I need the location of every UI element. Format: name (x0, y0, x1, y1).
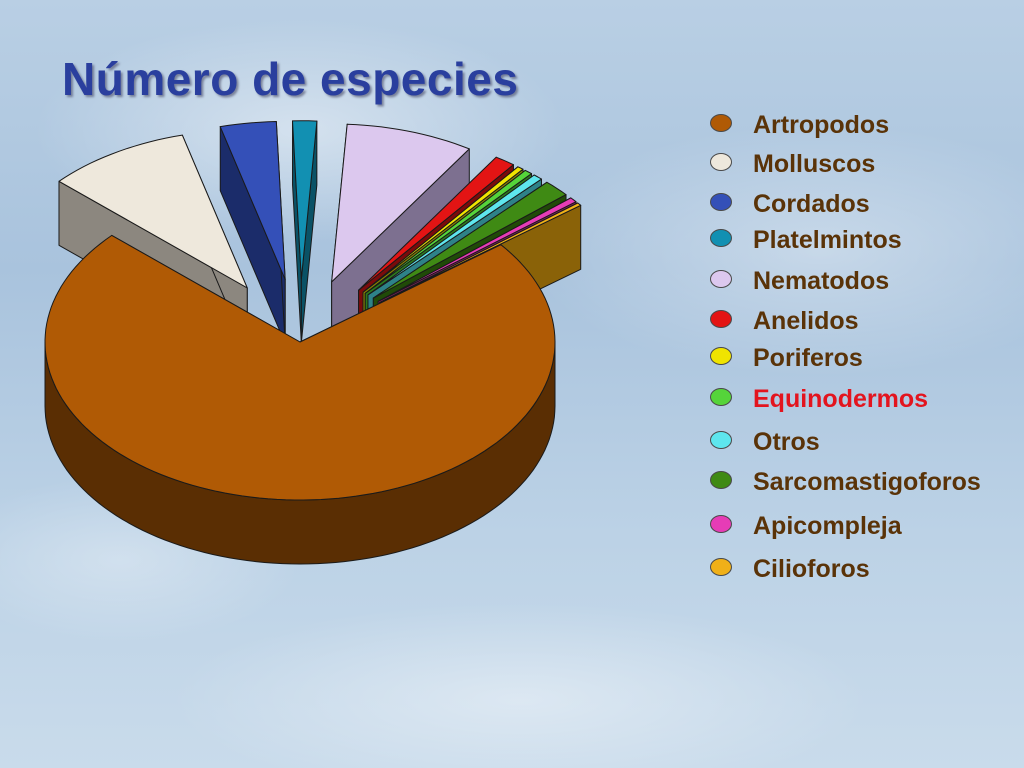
legend-swatch (710, 193, 732, 211)
legend-label: Molluscos (753, 150, 876, 178)
pie-slice-top (219, 121, 286, 280)
legend-label: Equinodermos (753, 385, 929, 413)
pie-slice-top (362, 166, 524, 293)
legend-label: Apicompleja (753, 512, 902, 540)
pie-slice-cordados (219, 121, 286, 344)
legend-swatch (710, 515, 732, 533)
legend-item-cordados: Cordados (706, 189, 1024, 219)
legend-item-otros: Otros (706, 427, 1024, 457)
legend-swatch (710, 471, 732, 489)
legend-swatch (710, 558, 732, 576)
pie-slice-top (364, 169, 532, 294)
legend-label: Otros (753, 428, 820, 456)
pie-slice-top (379, 202, 582, 304)
legend-swatch (710, 153, 732, 171)
legend-label: Cilioforos (753, 555, 870, 583)
legend-item-platelmintos: Platelmintos (706, 225, 1024, 255)
legend-swatch (710, 270, 732, 288)
legend-swatch (710, 114, 732, 132)
legend-label: Sarcomastigoforos (753, 468, 981, 496)
pie-slice-top (358, 156, 514, 291)
legend-item-artropodos: Artropodos (706, 110, 1024, 140)
pie-slice-artropodos (44, 234, 556, 565)
legend-label: Anelidos (753, 307, 859, 335)
legend-label: Nematodos (753, 267, 890, 295)
legend-swatch (710, 310, 732, 328)
legend-item-molluscos: Molluscos (706, 149, 1024, 179)
pie-slice-top (331, 123, 470, 283)
legend-item-equinodermos: Equinodermos (706, 384, 1024, 414)
legend-label: Poriferos (753, 344, 863, 372)
chart-title: Número de especies (62, 53, 519, 105)
pie-slice-top (58, 134, 248, 289)
pie-slice-top (367, 174, 542, 296)
pie-slice-platelmintos (292, 120, 318, 344)
pie-slice-top (377, 197, 577, 302)
legend-item-anelidos: Anelidos (706, 306, 1024, 336)
legend-item-cilioforos: Cilioforos (706, 554, 1024, 584)
pie-slice-top (292, 120, 318, 280)
legend-item-nematodos: Nematodos (706, 266, 1024, 296)
legend-swatch (710, 388, 732, 406)
legend-item-apicompleja: Apicompleja (706, 511, 1024, 541)
legend-label: Artropodos (753, 111, 890, 139)
legend-item-sarcomastigoforos: Sarcomastigoforos (706, 467, 1024, 497)
pie-slice-top (372, 181, 567, 299)
legend-item-poriferos: Poriferos (706, 343, 1024, 373)
legend-swatch (710, 431, 732, 449)
legend-swatch (710, 347, 732, 365)
legend-label: Platelmintos (753, 226, 902, 254)
legend-label: Cordados (753, 190, 870, 218)
legend-swatch (710, 229, 732, 247)
pie-slice-top (44, 234, 556, 501)
